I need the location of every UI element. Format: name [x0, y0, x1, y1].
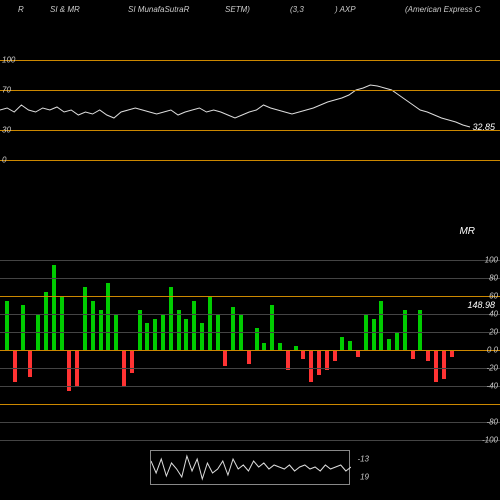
gridline: [0, 60, 500, 61]
bar: [387, 339, 391, 350]
bar: [403, 310, 407, 351]
bar: [99, 310, 103, 351]
axis-label: 100: [2, 56, 15, 65]
bar: [356, 350, 360, 357]
bar: [301, 350, 305, 359]
header-text: (3,3: [290, 5, 304, 14]
bar: [372, 319, 376, 351]
rsi-line-chart: [0, 60, 500, 160]
mini-panel: -1319: [150, 450, 350, 485]
axis-label: 0 0: [487, 346, 498, 355]
bar: [106, 283, 110, 351]
header-text: (American Express C: [405, 5, 481, 14]
bar: [309, 350, 313, 382]
gridline: [0, 130, 500, 131]
header-text: SETM): [225, 5, 250, 14]
bar: [255, 328, 259, 351]
bar: [325, 350, 329, 370]
header-text: SI & MR: [50, 5, 80, 14]
bar: [247, 350, 251, 364]
axis-label: 100: [485, 256, 498, 265]
bar: [208, 296, 212, 350]
bar: [21, 305, 25, 350]
mini-label: 19: [360, 473, 369, 482]
header-text: ) AXP: [335, 5, 356, 14]
price-label: 148.98: [467, 300, 495, 310]
gridline: [0, 422, 500, 423]
bar: [67, 350, 71, 391]
bar: [262, 343, 266, 350]
bar: [192, 301, 196, 351]
current-value-label: 32.85: [472, 122, 495, 132]
mini-line-chart: [151, 451, 351, 486]
bar: [317, 350, 321, 375]
bar: [60, 296, 64, 350]
bar: [379, 301, 383, 351]
bar: [395, 332, 399, 350]
bar: [138, 310, 142, 351]
axis-label: 80: [489, 274, 498, 283]
axis-label: -80: [486, 418, 498, 427]
gridline: [0, 90, 500, 91]
bar: [450, 350, 454, 357]
bar: [418, 310, 422, 351]
bar: [44, 292, 48, 351]
header-text: R: [18, 5, 24, 14]
bar: [5, 301, 9, 351]
gridline: [0, 350, 500, 351]
bar: [348, 341, 352, 350]
mini-label: -13: [357, 455, 369, 464]
bar: [333, 350, 337, 361]
bar: [442, 350, 446, 379]
bar: [270, 305, 274, 350]
mr-label: MR: [459, 226, 475, 237]
bar: [177, 310, 181, 351]
bar: [28, 350, 32, 377]
bar: [286, 350, 290, 370]
axis-label: 40: [489, 310, 498, 319]
bar: [200, 323, 204, 350]
header-text: SI MunafaSutraR: [128, 5, 189, 14]
bar: [278, 343, 282, 350]
axis-label: 20: [489, 328, 498, 337]
chart-header: R SI & MR SI MunafaSutraR SETM) (3,3 ) AXP (Am…: [0, 5, 500, 17]
bar: [340, 337, 344, 351]
axis-label: -40: [486, 382, 498, 391]
gridline: [0, 332, 500, 333]
bar: [411, 350, 415, 359]
axis-label: -20: [486, 364, 498, 373]
axis-label: -100: [482, 436, 498, 445]
bar: [145, 323, 149, 350]
bar: [223, 350, 227, 366]
gridline: [0, 368, 500, 369]
bar: [184, 319, 188, 351]
gridline: [0, 296, 500, 297]
bar: [91, 301, 95, 351]
gridline: [0, 386, 500, 387]
bar: [153, 319, 157, 351]
gridline: [0, 404, 500, 405]
gridline: [0, 314, 500, 315]
bar: [13, 350, 17, 382]
gridline: [0, 278, 500, 279]
axis-label: 0: [2, 156, 6, 165]
gridline: [0, 260, 500, 261]
gridline: [0, 440, 500, 441]
bar: [426, 350, 430, 361]
rsi-panel: 1007003032.85: [0, 60, 500, 160]
axis-label: 30: [2, 126, 11, 135]
bar: [130, 350, 134, 373]
bar-panel: 100806040200 0-20-40-80-100148.98: [0, 260, 500, 440]
gridline: [0, 160, 500, 161]
axis-label: 70: [2, 86, 11, 95]
bar: [434, 350, 438, 382]
